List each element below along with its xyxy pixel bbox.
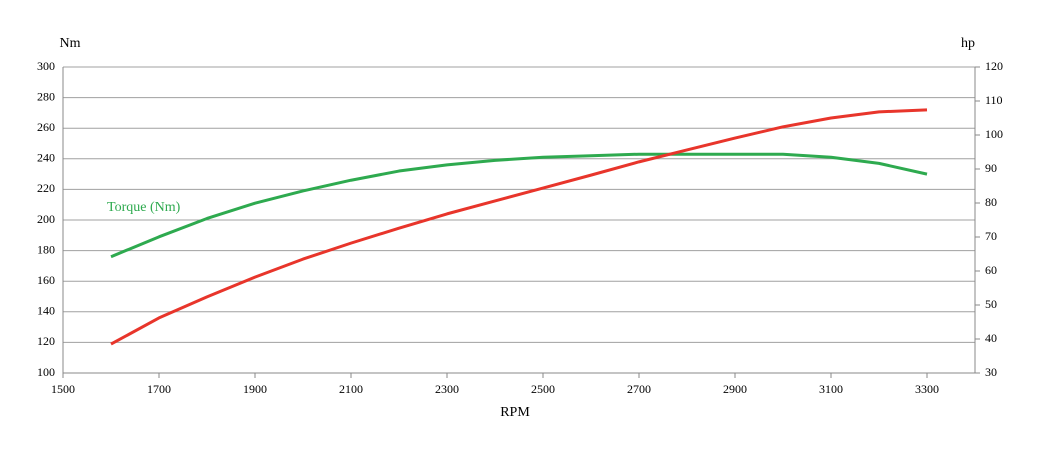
- x-tick-label: 2900: [723, 382, 747, 396]
- y-tick-label: 220: [37, 181, 55, 195]
- y-tick-label: 100: [37, 365, 55, 379]
- x-tick-label: 1900: [243, 382, 267, 396]
- y2-tick-label: 100: [985, 127, 1003, 141]
- y2-tick-label: 80: [985, 195, 997, 209]
- line: [110, 152, 928, 259]
- y2-tick-label: 50: [985, 297, 997, 311]
- y-tick-label: 300: [37, 59, 55, 73]
- x-tick-label: 2700: [627, 382, 651, 396]
- y-tick-label: 180: [37, 242, 55, 256]
- y-tick-label: 200: [37, 212, 55, 226]
- y2-tick-label: 70: [985, 229, 997, 243]
- x-tick-label: 2100: [339, 382, 363, 396]
- y2-tick-label: 40: [985, 331, 997, 345]
- x-tick-label: 3100: [819, 382, 843, 396]
- x-tick-label: 1500: [51, 382, 75, 396]
- line: [110, 108, 928, 346]
- x-tick-label: 2500: [531, 382, 555, 396]
- y2-tick-label: 110: [985, 93, 1003, 107]
- y2-tick-label: 120: [985, 59, 1003, 73]
- y-tick-label: 280: [37, 89, 55, 103]
- x-tick-label: 1700: [147, 382, 171, 396]
- series-annotation: Torque (Nm): [107, 200, 181, 215]
- y2-tick-label: 30: [985, 365, 997, 379]
- x-tick-label: 3300: [915, 382, 939, 396]
- y2-tick-label: 90: [985, 161, 997, 175]
- x-axis-label: RPM: [500, 405, 530, 420]
- y-axis-label: Nm: [60, 36, 81, 51]
- y2-tick-label: 60: [985, 263, 997, 277]
- y-tick-label: 240: [37, 151, 55, 165]
- x-tick-label: 2300: [435, 382, 459, 396]
- y-tick-label: 160: [37, 273, 55, 287]
- y-tick-label: 140: [37, 304, 55, 318]
- y-tick-label: 120: [37, 334, 55, 348]
- y-tick-label: 260: [37, 120, 55, 134]
- y2-axis-label: hp: [961, 36, 975, 51]
